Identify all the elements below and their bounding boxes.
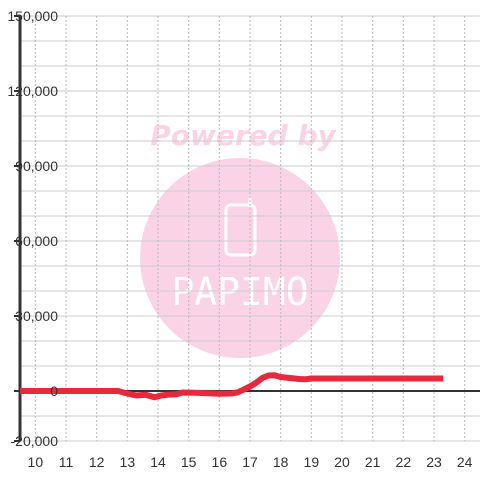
- x-tick-label: 18: [273, 454, 289, 470]
- x-tick-label: 20: [334, 454, 350, 470]
- x-tick-label: 15: [181, 454, 197, 470]
- series-layer: [20, 372, 444, 401]
- x-tick-label: 21: [365, 454, 381, 470]
- x-tick-label: 23: [426, 454, 442, 470]
- tick-labels: -20,000 0 30,000 60,000 90,000 120,000 150,000…: [7, 8, 472, 470]
- x-tick-label: 10: [28, 454, 44, 470]
- x-tick-label: 13: [120, 454, 136, 470]
- x-tick-label: 11: [59, 454, 74, 470]
- x-tick-label: 24: [457, 454, 473, 470]
- x-tick-label: 22: [396, 454, 412, 470]
- watermark-brand: PAPIMO: [171, 270, 308, 314]
- y-tick-label: 90,000: [15, 158, 58, 174]
- watermark-circle: [140, 158, 340, 358]
- x-tick-label: 19: [304, 454, 320, 470]
- x-tick-label: 14: [150, 454, 166, 470]
- y-tick-label: 0: [50, 383, 58, 399]
- x-tick-label: 16: [212, 454, 228, 470]
- x-tick-label: 17: [242, 454, 258, 470]
- x-tick-label: 12: [89, 454, 105, 470]
- watermark: Powered by PAPIMO: [140, 119, 340, 358]
- y-tick-label: 30,000: [15, 308, 58, 324]
- y-tick-label: 150,000: [7, 8, 58, 24]
- watermark-text: Powered by: [150, 119, 337, 152]
- y-tick-label: -20,000: [11, 433, 59, 449]
- y-tick-label: 120,000: [7, 83, 58, 99]
- series-line: [20, 372, 444, 401]
- y-tick-label: 60,000: [15, 233, 58, 249]
